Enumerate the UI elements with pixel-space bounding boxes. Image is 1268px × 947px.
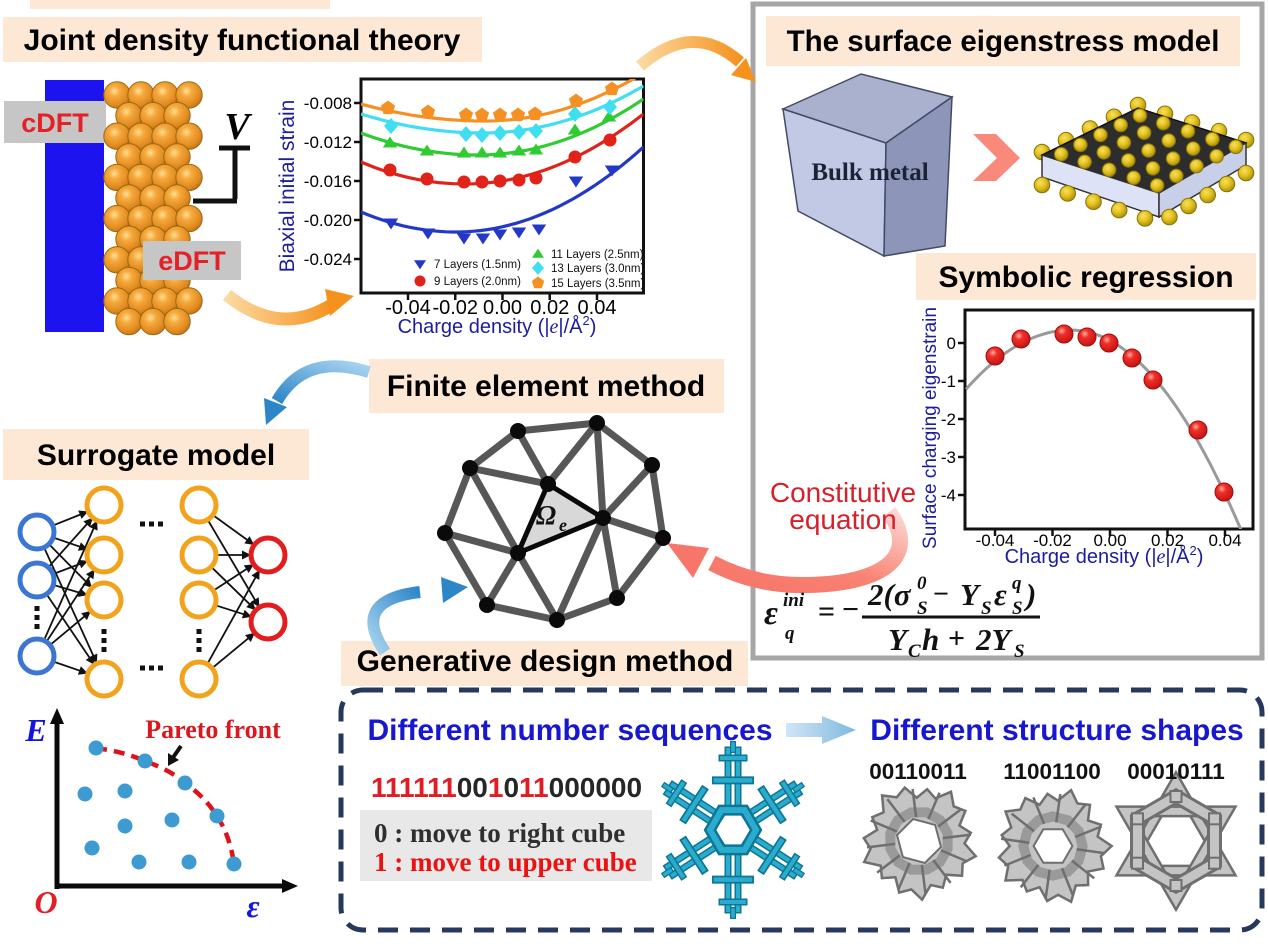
svg-text:0.00: 0.00 bbox=[483, 297, 522, 319]
svg-text:E: E bbox=[24, 712, 46, 748]
svg-text:111111001011000000: 111111001011000000 bbox=[371, 772, 642, 803]
svg-text:2(σ: 2(σ bbox=[867, 577, 912, 612]
svg-text:−: − bbox=[933, 579, 949, 610]
svg-text:): ) bbox=[1023, 577, 1036, 612]
svg-text:Y: Y bbox=[960, 577, 982, 612]
svg-text:-1: -1 bbox=[941, 372, 956, 391]
svg-text:+: + bbox=[948, 622, 965, 655]
svg-text:9 Layers (2.0nm): 9 Layers (2.0nm) bbox=[434, 276, 521, 288]
svg-text:Symbolic regression: Symbolic regression bbox=[938, 261, 1233, 294]
svg-text:ε: ε bbox=[764, 595, 778, 632]
svg-text:-0.04: -0.04 bbox=[976, 531, 1015, 550]
svg-text:0: 0 bbox=[947, 334, 956, 353]
svg-text:Constitutive: Constitutive bbox=[770, 477, 916, 508]
svg-text:The surface eigenstress model: The surface eigenstress model bbox=[787, 25, 1220, 58]
svg-text:-4: -4 bbox=[941, 486, 956, 505]
svg-text:-3: -3 bbox=[941, 448, 956, 467]
svg-text:Biaxial initial strain: Biaxial initial strain bbox=[276, 100, 299, 273]
svg-text:ε: ε bbox=[246, 888, 259, 924]
svg-text:-0.012: -0.012 bbox=[304, 133, 352, 152]
svg-text:0.00: 0.00 bbox=[1093, 531, 1126, 550]
svg-text:−: − bbox=[842, 593, 859, 626]
svg-text:Different number sequences: Different number sequences bbox=[367, 714, 772, 747]
svg-text:Joint density functional theor: Joint density functional theory bbox=[24, 24, 461, 57]
svg-text:0 : move to right cube: 0 : move to right cube bbox=[374, 818, 625, 848]
svg-text:Charge density (|e|/Å2): Charge density (|e|/Å2) bbox=[1005, 543, 1204, 568]
svg-text:-0.02: -0.02 bbox=[432, 297, 478, 319]
svg-text:Different structure shapes: Different structure shapes bbox=[870, 714, 1243, 747]
svg-text:e: e bbox=[559, 515, 567, 535]
svg-text:eDFT: eDFT bbox=[158, 246, 226, 276]
svg-text:2Y: 2Y bbox=[975, 622, 1014, 657]
svg-text:-2: -2 bbox=[941, 410, 956, 429]
svg-text:0.04: 0.04 bbox=[1208, 531, 1241, 550]
svg-text:Surface charging eigenstrain: Surface charging eigenstrain bbox=[920, 307, 941, 549]
svg-text:V: V bbox=[224, 106, 252, 148]
svg-text:S: S bbox=[1012, 598, 1023, 619]
svg-text:11001100: 11001100 bbox=[1003, 759, 1101, 784]
svg-text:Y: Y bbox=[888, 622, 910, 657]
svg-text:0.04: 0.04 bbox=[578, 297, 617, 319]
svg-text:-0.04: -0.04 bbox=[385, 297, 431, 319]
svg-text:O: O bbox=[34, 884, 57, 920]
svg-text:ε: ε bbox=[994, 577, 1007, 612]
svg-text:-0.008: -0.008 bbox=[304, 94, 352, 113]
svg-text:1 : move to upper cube: 1 : move to upper cube bbox=[374, 847, 637, 877]
svg-text:Finite element method: Finite element method bbox=[387, 370, 705, 403]
svg-text:h: h bbox=[922, 622, 939, 657]
svg-text:S: S bbox=[1014, 641, 1025, 662]
svg-text:11 Layers (2.5nm): 11 Layers (2.5nm) bbox=[551, 249, 644, 261]
svg-text:15 Layers (3.5nm): 15 Layers (3.5nm) bbox=[551, 278, 644, 290]
svg-text:0.02: 0.02 bbox=[530, 297, 569, 319]
svg-text:S: S bbox=[981, 598, 992, 619]
svg-text:q: q bbox=[785, 623, 795, 644]
svg-text:equation: equation bbox=[789, 504, 896, 535]
svg-text:00110011: 00110011 bbox=[869, 759, 967, 784]
svg-text:Generative design method: Generative design method bbox=[357, 645, 734, 678]
svg-text:Pareto front: Pareto front bbox=[145, 715, 281, 744]
svg-text:0.02: 0.02 bbox=[1151, 531, 1184, 550]
svg-text:=: = bbox=[818, 595, 835, 628]
svg-text:ini: ini bbox=[783, 590, 805, 611]
svg-text:00010111: 00010111 bbox=[1127, 759, 1225, 784]
svg-text:S: S bbox=[917, 598, 928, 619]
svg-text:q: q bbox=[1012, 573, 1022, 594]
svg-text:Surrogate model: Surrogate model bbox=[37, 439, 275, 472]
svg-text:cDFT: cDFT bbox=[21, 108, 89, 138]
svg-text:C: C bbox=[908, 641, 921, 662]
svg-text:7 Layers (1.5nm): 7 Layers (1.5nm) bbox=[434, 259, 521, 271]
svg-text:-0.02: -0.02 bbox=[1033, 531, 1072, 550]
svg-text:13 Layers (3.0nm): 13 Layers (3.0nm) bbox=[551, 263, 644, 275]
svg-text:-0.024: -0.024 bbox=[304, 250, 352, 269]
svg-text:Bulk metal: Bulk metal bbox=[811, 159, 928, 186]
svg-text:Charge density (|e|/Å2): Charge density (|e|/Å2) bbox=[398, 313, 597, 338]
svg-text:-0.016: -0.016 bbox=[304, 172, 352, 191]
svg-text:Ω: Ω bbox=[536, 500, 556, 530]
svg-text:0: 0 bbox=[917, 573, 927, 594]
svg-text:-0.020: -0.020 bbox=[304, 211, 352, 230]
